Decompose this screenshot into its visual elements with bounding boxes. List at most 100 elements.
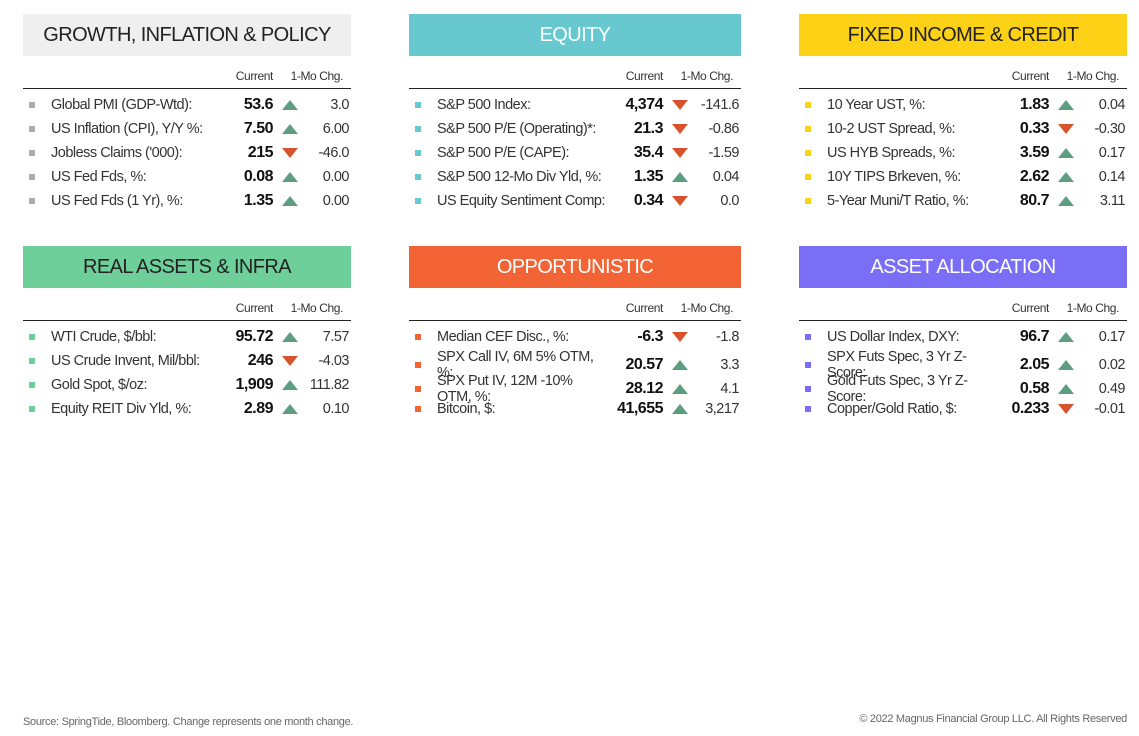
- current-value: 3.59: [1019, 144, 1050, 161]
- row-label: Bitcoin, $:: [437, 401, 496, 417]
- panel: EQUITY Current 1-Mo Chg. S&P 500 Index: 4,37…: [409, 14, 741, 213]
- current-value: 0.233: [1011, 400, 1049, 417]
- arrow-cell: [663, 171, 697, 183]
- bullet: [805, 362, 811, 368]
- row-label: US Crude Invent, Mil/bbl:: [51, 353, 200, 369]
- arrow-up: [282, 124, 298, 134]
- direction-arrow: [672, 100, 688, 110]
- change-value: 0.0: [720, 193, 739, 209]
- arrow-down: [672, 196, 688, 206]
- arrow-up: [672, 404, 688, 414]
- row: US Fed Fds (1 Yr), %: 1.35 0.00: [23, 189, 351, 213]
- bullet: [805, 198, 811, 204]
- arrow-cell: [663, 195, 697, 207]
- arrow-up: [1058, 360, 1074, 370]
- rows: Global PMI (GDP-Wtd): 53.6 3.0 US Inflation…: [23, 89, 351, 213]
- arrow-up: [1058, 196, 1074, 206]
- row-label: US HYB Spreads, %:: [827, 145, 956, 161]
- bullet: [29, 102, 35, 108]
- column-headers: Current 1-Mo Chg.: [23, 288, 351, 321]
- change-value: -0.86: [708, 121, 739, 137]
- direction-arrow: [672, 384, 688, 394]
- row: 10 Year UST, %: 1.83 0.04: [799, 93, 1127, 117]
- direction-arrow: [1058, 100, 1074, 110]
- row: S&P 500 P/E (CAPE): 35.4 -1.59: [409, 141, 741, 165]
- panel: ASSET ALLOCATION Current 1-Mo Chg. US Dolla…: [799, 246, 1127, 421]
- row: US Dollar Index, DXY: 96.7 0.17: [799, 325, 1127, 349]
- row-label: US Fed Fds, %:: [51, 169, 147, 185]
- arrow-up: [1058, 100, 1074, 110]
- arrow-up: [672, 172, 688, 182]
- direction-arrow: [282, 172, 298, 182]
- arrow-up: [282, 404, 298, 414]
- direction-arrow: [1058, 384, 1074, 394]
- current-value: 41,655: [617, 400, 663, 417]
- arrow-cell: [273, 379, 307, 391]
- column-header: Current: [235, 301, 274, 315]
- bullet: [805, 334, 811, 340]
- row: US HYB Spreads, %: 3.59 0.17: [799, 141, 1127, 165]
- row-label: WTI Crude, $/bbl:: [51, 329, 157, 345]
- direction-arrow: [1058, 172, 1074, 182]
- arrow-cell: [273, 331, 307, 343]
- change-value: -1.8: [716, 329, 740, 345]
- bullet: [805, 174, 811, 180]
- panel-title: EQUITY: [409, 14, 741, 56]
- column-header: 1-Mo Chg.: [1066, 69, 1120, 83]
- arrow-cell: [273, 355, 307, 367]
- change-value: -0.01: [1094, 401, 1125, 417]
- panel: REAL ASSETS & INFRA Current 1-Mo Chg. WTI C…: [23, 246, 351, 421]
- column-header: Current: [625, 301, 664, 315]
- current-value: 1.35: [633, 168, 664, 185]
- bullet: [415, 362, 421, 368]
- arrow-up: [282, 100, 298, 110]
- row: US Equity Sentiment Comp: 0.34 0.0: [409, 189, 741, 213]
- row-label: S&P 500 P/E (CAPE):: [437, 145, 570, 161]
- arrow-up: [1058, 148, 1074, 158]
- panel: GROWTH, INFLATION & POLICY Current 1-Mo Ch…: [23, 14, 351, 213]
- arrow-up: [282, 172, 298, 182]
- change-value: 0.49: [1098, 381, 1126, 397]
- row: S&P 500 Index: 4,374 -141.6: [409, 93, 741, 117]
- row-label: SPX Call IV, 6M 5% OTM, %:: [437, 349, 594, 381]
- bullet: [29, 150, 35, 156]
- bullet: [29, 198, 35, 204]
- row-label: 10 Year UST, %:: [827, 97, 926, 113]
- arrow-down: [282, 356, 298, 366]
- rows: US Dollar Index, DXY: 96.7 0.17 SPX Futs Sp…: [799, 321, 1127, 421]
- copyright: © 2022 Magnus Financial Group LLC. All R…: [859, 713, 1127, 725]
- bullet: [415, 406, 421, 412]
- change-value: 0.04: [712, 169, 740, 185]
- row: SPX Put IV, 12M -10% OTM, %: 28.12 4.1: [409, 373, 741, 405]
- column-headers: Current 1-Mo Chg.: [799, 56, 1127, 89]
- column-header: 1-Mo Chg.: [680, 69, 734, 83]
- change-value: -46.0: [318, 145, 349, 161]
- panel-title: GROWTH, INFLATION & POLICY: [23, 14, 351, 56]
- bullet: [29, 382, 35, 388]
- bullet: [415, 126, 421, 132]
- arrow-cell: [663, 147, 697, 159]
- direction-arrow: [282, 148, 298, 158]
- row-label: US Inflation (CPI), Y/Y %:: [51, 121, 203, 137]
- arrow-down: [672, 124, 688, 134]
- column-headers: Current 1-Mo Chg.: [23, 56, 351, 89]
- row-label: 5-Year Muni/T Ratio, %:: [827, 193, 969, 209]
- row: S&P 500 12-Mo Div Yld, %: 1.35 0.04: [409, 165, 741, 189]
- change-value: -0.30: [1094, 121, 1125, 137]
- direction-arrow: [282, 124, 298, 134]
- row: Median CEF Disc., %: -6.3 -1.8: [409, 325, 741, 349]
- direction-arrow: [282, 332, 298, 342]
- panel-title: ASSET ALLOCATION: [799, 246, 1127, 288]
- bullet: [805, 406, 811, 412]
- bullet: [29, 334, 35, 340]
- column-header: 1-Mo Chg.: [1066, 301, 1120, 315]
- change-value: 0.17: [1098, 329, 1126, 345]
- column-header: 1-Mo Chg.: [290, 301, 344, 315]
- arrow-up: [672, 384, 688, 394]
- arrow-up: [282, 332, 298, 342]
- current-value: 0.33: [1019, 120, 1050, 137]
- change-value: 0.02: [1098, 357, 1126, 373]
- current-value: 53.6: [243, 96, 274, 113]
- row-label: 10Y TIPS Brkeven, %:: [827, 169, 961, 185]
- current-value: 0.08: [243, 168, 274, 185]
